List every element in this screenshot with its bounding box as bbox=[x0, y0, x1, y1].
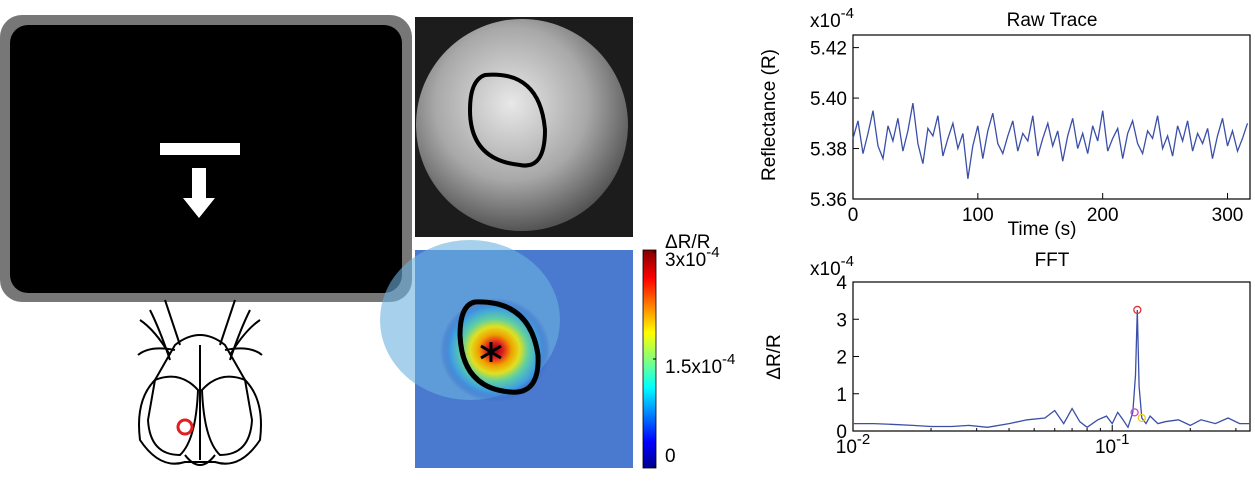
colorbar-tick-label: 1.5x10-4 bbox=[665, 351, 735, 378]
plot-frame bbox=[852, 34, 1251, 200]
x-tick-label: 300 bbox=[1212, 205, 1244, 226]
mouse-drawing bbox=[137, 299, 263, 466]
y-tick-label: 3 bbox=[836, 310, 847, 331]
colorbar-tick-label: 0 bbox=[665, 446, 676, 467]
y-tick-label: 5.40 bbox=[810, 89, 847, 110]
peak-point bbox=[1133, 305, 1142, 315]
x-tick-label: 10-1 bbox=[1095, 431, 1129, 458]
data-line bbox=[853, 309, 1250, 429]
colorbar-tick-label: 3x10-4 bbox=[665, 244, 720, 271]
stimulus-arrow bbox=[183, 168, 215, 218]
plot-frame bbox=[852, 281, 1251, 432]
y-tick-label: 5.42 bbox=[810, 39, 847, 60]
y-tick-label: 4 bbox=[836, 273, 847, 294]
x-tick-label: 200 bbox=[1087, 205, 1119, 226]
y-tick-label: 1 bbox=[836, 385, 847, 406]
x-tick-label: 0 bbox=[848, 205, 859, 226]
y-axis-label: Reflectance (R) bbox=[759, 49, 780, 181]
y-axis-label: ΔR/R bbox=[764, 334, 785, 379]
peak-point bbox=[1137, 413, 1146, 423]
y-tick-label: 5.36 bbox=[810, 190, 847, 211]
monitor-screen bbox=[10, 25, 402, 293]
roi-outline bbox=[457, 299, 541, 395]
data-line bbox=[852, 102, 1249, 179]
y-multiplier: x10-4 bbox=[810, 5, 854, 32]
y-tick-label: 0 bbox=[836, 422, 847, 443]
peak-point bbox=[1130, 408, 1139, 417]
stimulus-bar bbox=[160, 143, 240, 155]
colorbar-title: ΔR/R bbox=[665, 232, 710, 253]
cranial-window bbox=[416, 19, 628, 231]
y-multiplier: x10-4 bbox=[810, 253, 854, 280]
peak-marker bbox=[480, 342, 502, 362]
chart-title: Raw Trace bbox=[1007, 10, 1098, 31]
x-tick-label: 100 bbox=[962, 205, 994, 226]
chart-title: FFT bbox=[1035, 250, 1070, 271]
y-tick-label: 2 bbox=[836, 348, 847, 369]
roi-outline bbox=[467, 72, 548, 168]
x-axis-label: Time (s) bbox=[1008, 219, 1077, 240]
x-tick-label: 10-2 bbox=[836, 431, 870, 458]
recording-site bbox=[176, 418, 194, 436]
y-tick-label: 5.38 bbox=[810, 140, 847, 161]
